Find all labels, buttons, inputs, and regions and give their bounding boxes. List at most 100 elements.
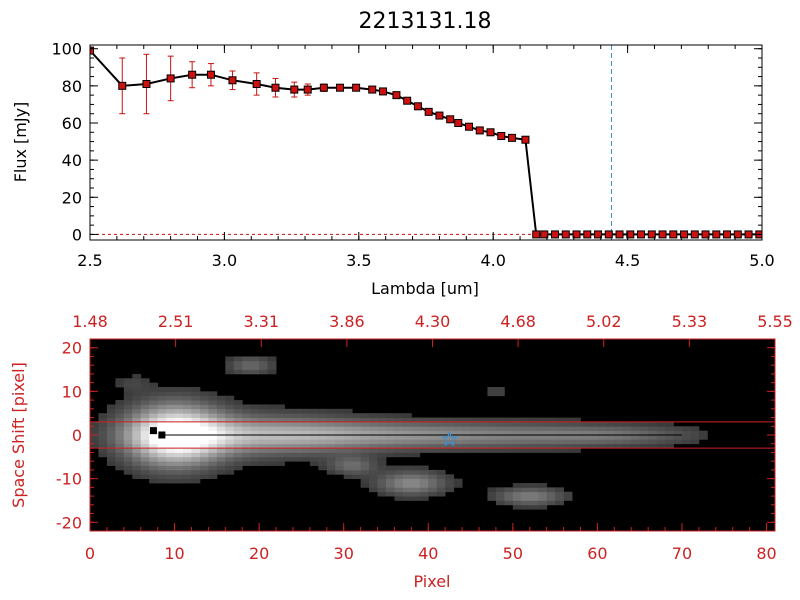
image-pixel xyxy=(335,448,345,453)
image-pixel xyxy=(698,435,708,440)
image-pixel xyxy=(132,391,142,397)
image-pixel xyxy=(216,426,226,432)
image-pixel xyxy=(588,430,598,436)
image-pixel xyxy=(140,456,150,462)
image-pixel xyxy=(140,426,150,432)
image-pixel xyxy=(462,439,471,445)
image-pixel xyxy=(377,469,387,475)
image-pixel xyxy=(605,430,615,436)
image-pixel xyxy=(208,421,218,427)
bottom-x-tick-label: 20 xyxy=(249,544,269,563)
image-pixel xyxy=(301,417,311,423)
bottom-top-tick-label: 1.48 xyxy=(72,312,108,331)
image-pixel xyxy=(352,439,362,445)
image-pixel xyxy=(267,430,277,436)
image-pixel xyxy=(648,421,658,427)
image-pixel xyxy=(208,408,218,414)
image-pixel xyxy=(648,435,658,440)
image-pixel xyxy=(191,413,201,418)
image-pixel xyxy=(225,439,235,445)
image-pixel xyxy=(191,404,201,410)
image-pixel xyxy=(166,400,175,405)
image-pixel xyxy=(123,469,133,475)
image-pixel xyxy=(199,391,209,397)
image-pixel xyxy=(352,421,362,427)
flux-point xyxy=(90,46,94,55)
image-pixel xyxy=(98,430,108,436)
top-plot-frame xyxy=(89,44,763,241)
image-pixel xyxy=(563,426,573,432)
image-pixel xyxy=(199,435,209,440)
image-pixel xyxy=(174,474,184,480)
image-pixel xyxy=(402,469,412,475)
image-pixel xyxy=(233,439,243,445)
image-pixel xyxy=(166,452,175,458)
image-pixel xyxy=(385,426,395,432)
image-pixel xyxy=(123,421,133,427)
image-pixel xyxy=(199,448,209,453)
image-pixel xyxy=(115,456,125,462)
image-pixel xyxy=(250,369,260,375)
flux-point xyxy=(454,119,463,127)
image-pixel xyxy=(385,478,395,484)
image-pixel xyxy=(504,430,514,436)
top-x-tick-label: 4.5 xyxy=(615,251,640,270)
image-pixel xyxy=(580,421,590,427)
image-pixel xyxy=(166,448,175,453)
image-pixel xyxy=(242,356,252,362)
image-pixel xyxy=(216,448,226,453)
image-pixel xyxy=(216,435,226,440)
image-pixel xyxy=(436,421,446,427)
image-pixel xyxy=(174,426,184,432)
image-pixel xyxy=(132,474,142,480)
image-pixel xyxy=(555,487,564,493)
image-pixel xyxy=(233,435,243,440)
image-pixel xyxy=(267,417,277,423)
image-pixel xyxy=(512,421,522,427)
image-pixel xyxy=(183,443,192,449)
image-pixel xyxy=(369,483,378,488)
image-pixel xyxy=(276,439,285,445)
image-pixel xyxy=(673,435,683,440)
image-pixel xyxy=(157,461,167,466)
image-pixel xyxy=(419,439,429,445)
image-pixel xyxy=(352,465,362,471)
image-pixel xyxy=(123,435,133,440)
image-pixel xyxy=(98,448,108,453)
image-pixel xyxy=(555,448,564,453)
image-pixel xyxy=(149,448,159,453)
image-pixel xyxy=(259,448,268,453)
image-pixel xyxy=(106,435,116,440)
image-pixel xyxy=(301,413,311,418)
image-pixel xyxy=(563,421,573,427)
image-pixel xyxy=(588,426,598,432)
image-pixel xyxy=(479,417,488,423)
image-pixel xyxy=(445,417,455,423)
image-pixel xyxy=(284,421,294,427)
image-pixel xyxy=(157,456,167,462)
image-pixel xyxy=(453,417,463,423)
image-pixel xyxy=(208,404,218,410)
flux-series xyxy=(90,45,762,240)
image-pixel xyxy=(309,430,319,436)
image-pixel xyxy=(199,465,209,471)
image-pixel xyxy=(538,439,548,445)
image-pixel xyxy=(183,387,192,392)
top-y-tick-label: 80 xyxy=(62,77,82,96)
image-pixel xyxy=(690,430,700,436)
image-pixel xyxy=(318,421,328,427)
image-pixel xyxy=(394,413,404,418)
image-pixel xyxy=(681,426,691,432)
image-pixel xyxy=(284,448,294,453)
image-pixel xyxy=(326,461,336,466)
image-pixel xyxy=(225,413,235,418)
image-pixel xyxy=(343,448,353,453)
image-pixel xyxy=(343,417,353,423)
image-pixel xyxy=(411,483,421,488)
image-pixel xyxy=(681,435,691,440)
image-pixel xyxy=(301,435,311,440)
image-pixel xyxy=(98,452,108,458)
image-pixel xyxy=(166,430,175,436)
image-pixel xyxy=(140,378,150,384)
image-pixel xyxy=(132,448,142,453)
